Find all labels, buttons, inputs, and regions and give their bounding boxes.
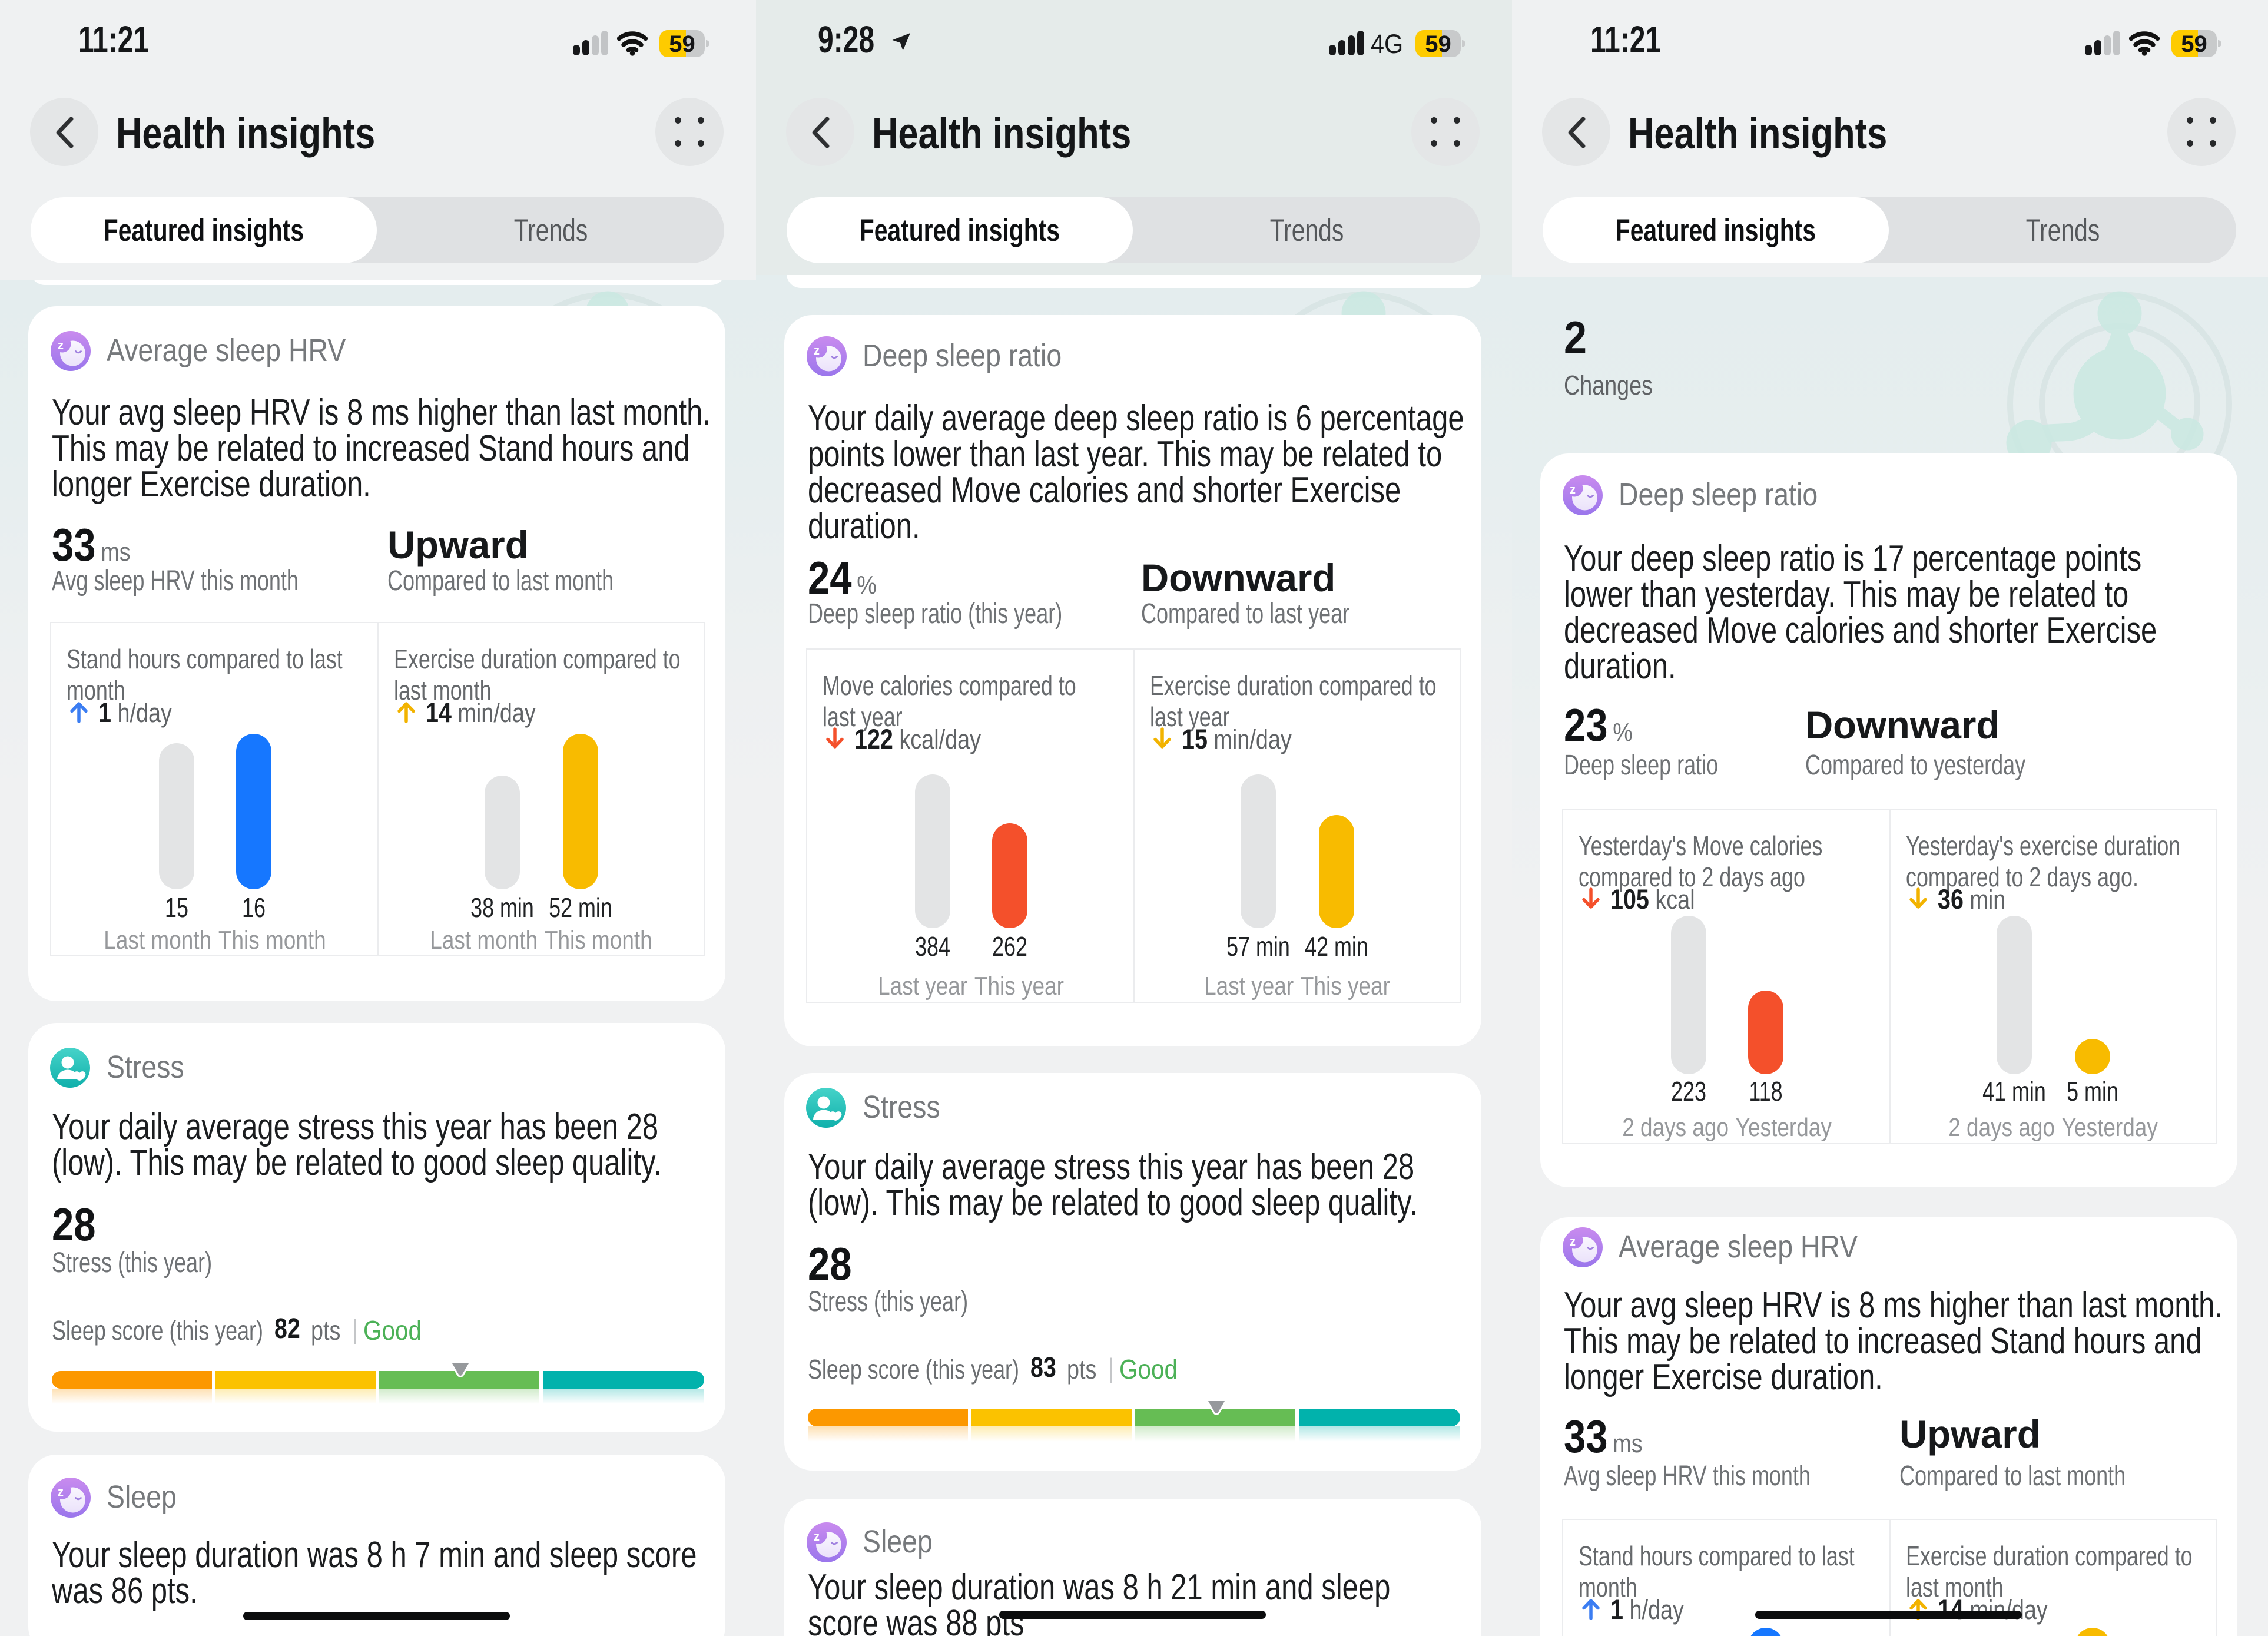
svg-text:z: z [814, 1531, 820, 1544]
svg-text:z: z [1570, 483, 1576, 496]
svg-text:z: z [1570, 1236, 1576, 1248]
svg-text:z: z [58, 1486, 64, 1499]
svg-text:z: z [58, 339, 64, 352]
svg-text:z: z [814, 345, 820, 357]
